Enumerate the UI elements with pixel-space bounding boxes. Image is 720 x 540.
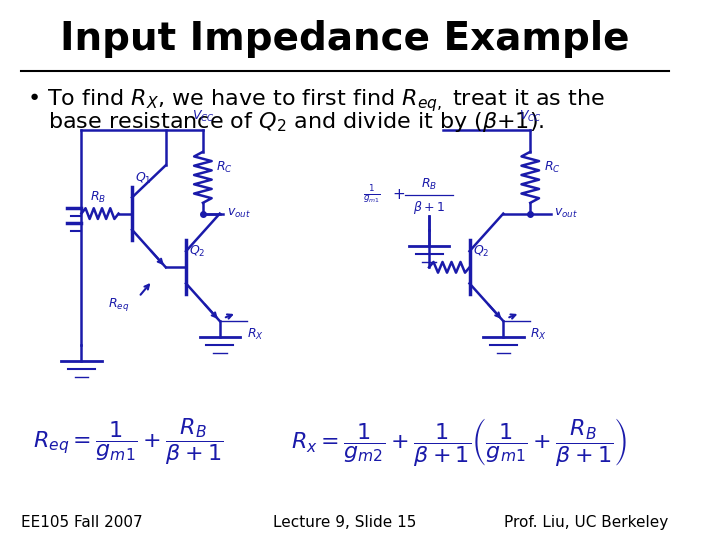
Text: $R_{eq}$: $R_{eq}$ <box>108 296 129 313</box>
Text: $V_{CC}$: $V_{CC}$ <box>519 109 541 124</box>
Text: EE105 Fall 2007: EE105 Fall 2007 <box>21 515 143 530</box>
Text: $v_{out}$: $v_{out}$ <box>227 207 251 220</box>
Text: $Q_2$: $Q_2$ <box>189 244 206 259</box>
Text: $\beta+1$: $\beta+1$ <box>413 199 445 215</box>
Text: $R_C$: $R_C$ <box>544 160 560 176</box>
Text: Lecture 9, Slide 15: Lecture 9, Slide 15 <box>273 515 416 530</box>
Text: $R_x = \dfrac{1}{g_{m2}} + \dfrac{1}{\beta+1}\left(\dfrac{1}{g_{m1}} + \dfrac{R_: $R_x = \dfrac{1}{g_{m2}} + \dfrac{1}{\be… <box>292 416 627 468</box>
Text: $V_{CC}$: $V_{CC}$ <box>192 109 215 124</box>
Text: $v_{out}$: $v_{out}$ <box>554 207 578 220</box>
Text: base resistance of $Q_2$ and divide it by ($\beta$+1).: base resistance of $Q_2$ and divide it b… <box>27 110 545 134</box>
Text: Prof. Liu, UC Berkeley: Prof. Liu, UC Berkeley <box>505 515 669 530</box>
Text: $R_B$: $R_B$ <box>90 190 107 205</box>
Text: $R_X$: $R_X$ <box>247 327 264 342</box>
Text: $R_B$: $R_B$ <box>421 177 437 192</box>
Text: • To find $R_X$, we have to first find $R_{eq,}$ treat it as the: • To find $R_X$, we have to first find $… <box>27 87 605 114</box>
Text: $R_C$: $R_C$ <box>217 160 233 176</box>
Text: $Q_1$: $Q_1$ <box>135 171 152 186</box>
Text: Input Impedance Example: Input Impedance Example <box>60 20 629 58</box>
Text: $\frac{1}{g_{m1}}$: $\frac{1}{g_{m1}}$ <box>363 184 380 206</box>
Text: $+$: $+$ <box>392 187 405 202</box>
Text: $Q_2$: $Q_2$ <box>473 244 490 259</box>
Text: $R_X$: $R_X$ <box>530 327 547 342</box>
Text: $R_{eq} = \dfrac{1}{g_{m1}} + \dfrac{R_B}{\beta+1}$: $R_{eq} = \dfrac{1}{g_{m1}} + \dfrac{R_B… <box>33 417 224 467</box>
